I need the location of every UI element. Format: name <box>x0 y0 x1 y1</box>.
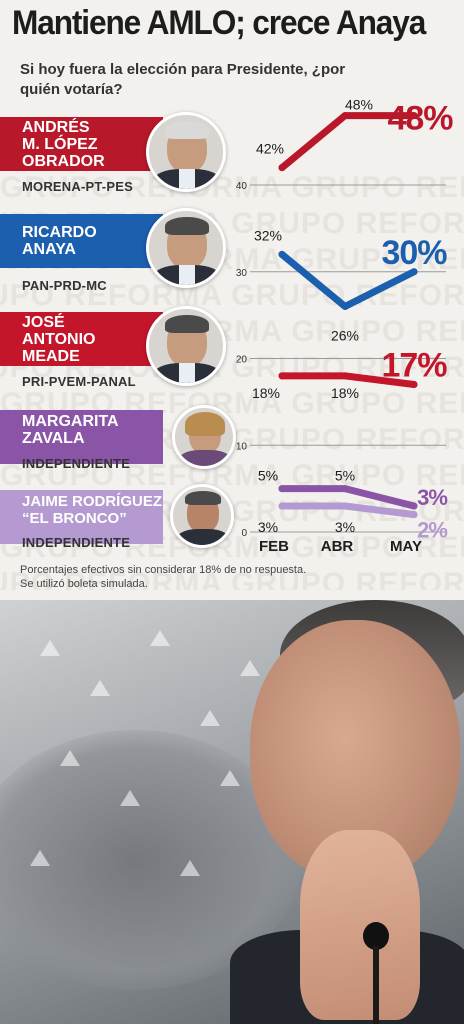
data-label-2-0: 18% <box>252 385 280 401</box>
data-point-3-0 <box>278 485 286 493</box>
data-point-3-1 <box>341 485 349 493</box>
data-label-3-1: 5% <box>335 468 355 484</box>
data-point-4-0 <box>278 502 286 510</box>
triangle-shard <box>150 630 170 646</box>
data-label-3-0: 5% <box>258 468 278 484</box>
microphone-stem <box>373 946 379 1024</box>
data-point-3-2 <box>410 502 418 510</box>
y-tick-label-0: 0 <box>241 528 247 539</box>
data-point-1-0 <box>278 250 286 258</box>
data-label-0-2: 48% <box>387 100 453 138</box>
x-tick-label-abr: ABR <box>321 538 354 555</box>
y-tick-label-30: 30 <box>236 268 248 279</box>
data-point-2-1 <box>341 372 349 380</box>
footnote-line-2: Se utilizó boleta simulada. <box>20 578 148 590</box>
data-point-0-1 <box>341 112 349 120</box>
poll-infographic: GRUPO REFORMA GRUPO REFORMA GRUPO REFORM… <box>0 0 464 600</box>
candidate-name-lopez-obrador: ANDRÉS M. LÓPEZ OBRADOR <box>22 119 105 170</box>
candidate-band-lopez-obrador: ANDRÉS M. LÓPEZ OBRADOR <box>0 117 163 171</box>
party-lopez-obrador: MORENA-PT-PES <box>22 179 133 194</box>
y-tick-label-20: 20 <box>236 355 248 366</box>
triangle-shard <box>90 680 110 696</box>
triangle-shard <box>120 790 140 806</box>
photo-meade-thinking <box>0 600 464 1024</box>
data-point-0-0 <box>278 164 286 172</box>
candidate-name-anaya: RICARDO ANAYA <box>22 224 97 258</box>
triangle-shard <box>240 660 260 676</box>
data-point-2-2 <box>410 381 418 389</box>
line-chart: 0 10 20 30 40 FEB ABR MAY 42% 48% 48% 32% 26% 30% 18% 1… <box>236 97 454 555</box>
microphone-icon <box>363 922 389 950</box>
party-zavala: INDEPENDIENTE <box>22 456 131 471</box>
candidate-name-el-bronco: JAIME RODRÍGUEZ “EL BRONCO” <box>22 493 163 527</box>
data-point-2-0 <box>278 372 286 380</box>
triangle-shard <box>200 710 220 726</box>
data-label-4-2: 2% <box>417 518 447 543</box>
chart-subtitle: Si hoy fuera la elección para Presidente… <box>20 61 346 98</box>
x-tick-label-feb: FEB <box>259 538 289 555</box>
data-label-1-1: 26% <box>331 327 359 343</box>
party-anaya: PAN-PRD-MC <box>22 278 107 293</box>
data-label-4-1: 3% <box>335 519 355 535</box>
data-point-4-2 <box>410 511 418 519</box>
chart-footnote: Porcentajes efectivos sin considerar 18%… <box>20 563 306 591</box>
triangle-shard <box>40 640 60 656</box>
candidate-photo-meade <box>146 306 226 386</box>
data-label-2-2: 17% <box>381 347 447 385</box>
candidate-photo-el-bronco <box>170 484 234 548</box>
chart-title: Mantiene AMLO; crece Anaya <box>12 4 426 42</box>
party-el-bronco: INDEPENDIENTE <box>22 535 131 550</box>
candidate-photo-zavala <box>172 405 236 469</box>
data-point-0-2 <box>410 112 418 120</box>
candidate-photo-lopez-obrador <box>146 112 226 192</box>
data-label-3-2: 3% <box>417 485 447 510</box>
data-point-1-1 <box>341 302 349 310</box>
triangle-shard <box>30 850 50 866</box>
data-label-2-1: 18% <box>331 385 359 401</box>
candidate-name-zavala: MARGARITA ZAVALA <box>22 413 119 447</box>
y-tick-label-40: 40 <box>236 181 248 192</box>
candidate-band-anaya: RICARDO ANAYA <box>0 214 163 268</box>
man-hand <box>300 830 420 1020</box>
data-point-1-2 <box>410 268 418 276</box>
data-point-4-1 <box>341 502 349 510</box>
candidate-band-meade: JOSÉ ANTONIO MEADE <box>0 312 163 366</box>
triangle-shard <box>60 750 80 766</box>
data-label-0-0: 42% <box>256 141 284 157</box>
candidate-photo-anaya <box>146 208 226 288</box>
data-label-4-0: 3% <box>258 519 278 535</box>
candidate-band-el-bronco: JAIME RODRÍGUEZ “EL BRONCO” <box>0 490 163 544</box>
data-label-1-0: 32% <box>254 227 282 243</box>
party-meade: PRI-PVEM-PANAL <box>22 374 136 389</box>
y-tick-label-10: 10 <box>236 441 248 452</box>
triangle-shard <box>220 770 240 786</box>
x-tick-label-may: MAY <box>390 538 422 555</box>
triangle-shard <box>180 860 200 876</box>
candidate-name-meade: JOSÉ ANTONIO MEADE <box>22 314 96 365</box>
footnote-line-1: Porcentajes efectivos sin considerar 18%… <box>20 564 307 576</box>
data-label-1-2: 30% <box>381 234 447 272</box>
data-label-0-1: 48% <box>345 97 373 113</box>
candidate-band-zavala: MARGARITA ZAVALA <box>0 410 163 464</box>
